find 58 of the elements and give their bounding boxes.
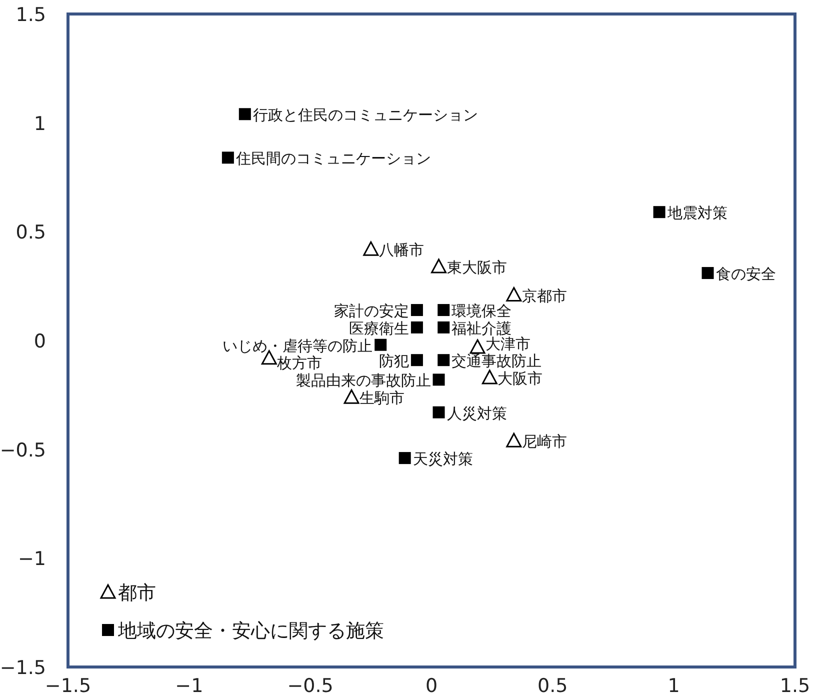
annotation: 大津市 [486, 335, 531, 354]
x-tick-label: 0.5 [538, 675, 568, 697]
point [470, 339, 486, 354]
legend-label: 都市 [118, 582, 156, 604]
annotation: 人災対策 [446, 404, 507, 422]
annotation: 医療衛生 [348, 319, 409, 338]
point [344, 389, 360, 404]
point [482, 370, 498, 384]
x-tick-label: 1.5 [780, 675, 810, 697]
annotation: 地震対策 [666, 204, 728, 222]
annotation: 生駒市 [360, 389, 405, 408]
point [432, 374, 445, 386]
x-tick-label: −1 [175, 675, 204, 697]
point [653, 206, 666, 218]
legend-label: 地域の安全・安心に関する施策 [117, 620, 384, 642]
x-tick-label: 1 [668, 675, 680, 697]
point [410, 354, 423, 366]
y-tick-label: −1.5 [0, 657, 46, 679]
point [374, 338, 387, 351]
y-tick-label: 0 [34, 330, 46, 352]
annotation: 家計の安定 [334, 302, 409, 320]
annotation: 大阪市 [498, 370, 543, 388]
annotation: 八幡市 [378, 241, 424, 260]
point [438, 321, 450, 334]
point [438, 354, 450, 366]
point [506, 432, 522, 448]
annotation: いじめ・虐待等の防止 [222, 336, 373, 355]
point [702, 267, 714, 280]
x-tick-label: 0 [425, 675, 438, 697]
y-tick-label: 1 [34, 112, 46, 135]
point [438, 304, 450, 316]
point [410, 321, 423, 334]
point [506, 287, 522, 302]
annotation: 枚方市 [276, 354, 322, 372]
annotation: 防犯 [378, 352, 409, 370]
point [222, 152, 234, 164]
point [410, 304, 423, 316]
annotation: 食の安全 [716, 265, 776, 284]
annotation: 東大阪市 [446, 258, 507, 276]
annotation: 製品由来の事故防止 [296, 372, 431, 390]
annotation: 行政と住民のコミュニケーション [252, 106, 478, 124]
point [431, 258, 447, 274]
point [363, 241, 379, 256]
annotation: 天災対策 [412, 450, 473, 468]
annotation: 福祉介護 [452, 319, 512, 338]
annotation: 住民間のコミュニケーション [234, 150, 431, 168]
point [398, 452, 411, 464]
y-tick-label: 1.5 [16, 4, 46, 26]
y-tick-label: 0.5 [16, 222, 46, 244]
annotation: 京都市 [522, 286, 567, 305]
annotation: 環境保全 [452, 302, 512, 320]
x-tick-label: −0.5 [287, 675, 334, 697]
annotation: 交通事故防止 [452, 352, 542, 370]
y-tick-label: −1 [18, 548, 46, 570]
point [432, 406, 445, 418]
point [238, 108, 251, 120]
annotation: 尼崎市 [522, 432, 567, 451]
y-tick-label: −0.5 [0, 439, 46, 462]
